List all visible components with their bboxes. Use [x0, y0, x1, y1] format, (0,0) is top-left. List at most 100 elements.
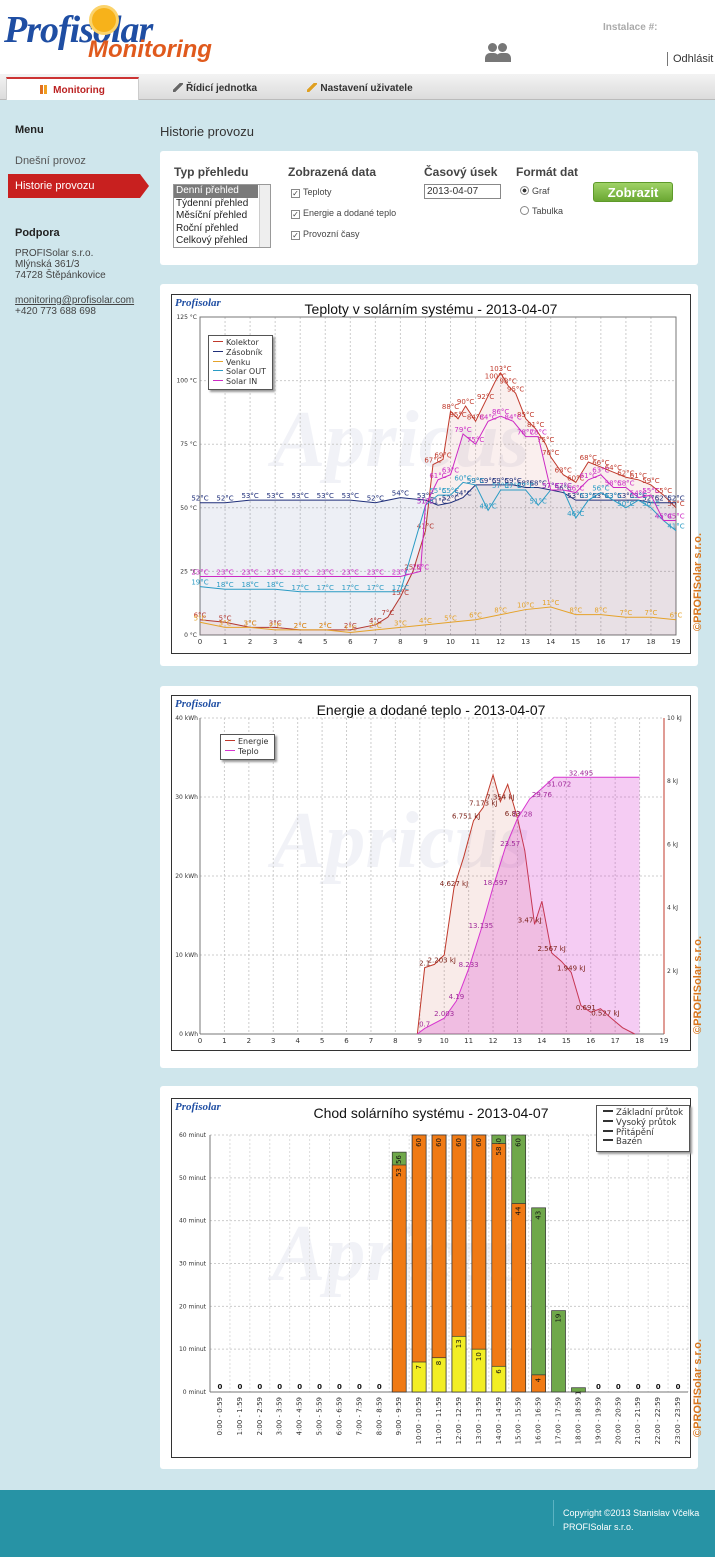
legend-item: Teplo [225, 747, 268, 757]
bar-value-label: 56 [395, 1155, 403, 1164]
x-tick-label: 2 [247, 1037, 251, 1045]
data-label: 75°C [537, 436, 554, 444]
data-label: 2°C [344, 622, 357, 630]
bar-value-label: 0 [218, 1383, 223, 1391]
data-label: 53°C [580, 492, 597, 500]
data-label: 55°C [429, 487, 446, 495]
data-title: Zobrazená data [288, 165, 377, 179]
data-label: 60°C [454, 474, 471, 482]
type-select-scrollbar[interactable] [259, 185, 270, 247]
type-option-total[interactable]: Celkový přehled [176, 235, 248, 246]
bar-value-label: 58 [495, 1147, 503, 1156]
series-line-solar-out [199, 481, 677, 593]
checkbox-checked-icon[interactable]: ✓ [291, 189, 300, 198]
data-label: 7°C [645, 609, 658, 617]
radio-table[interactable]: Tabulka [520, 206, 563, 216]
legend-swatch [213, 341, 223, 342]
checkbox-checked-icon[interactable]: ✓ [291, 210, 300, 219]
legend-item: Vysoký průtok [603, 1118, 683, 1129]
data-label: 84°C [505, 413, 522, 421]
bar-value-label: 0 [237, 1383, 242, 1391]
checkbox-runtimes[interactable]: ✓ Provozní časy [291, 229, 360, 240]
data-label: 5°C [194, 614, 207, 622]
data-label: 52°C [216, 495, 233, 503]
data-label: 81°C [527, 421, 544, 429]
data-label: 55°C [442, 487, 459, 495]
y-tick-label: 125 °C [176, 314, 197, 321]
data-label: 23°C [241, 568, 258, 576]
x-tick-label: 3 [273, 638, 277, 646]
radio-graph[interactable]: Graf [520, 186, 550, 196]
temperature-chart: Profisolar Apricus Teploty v solárním sy… [171, 294, 704, 654]
legend-swatch [603, 1129, 613, 1132]
data-label-heat: 8.233 [459, 961, 479, 969]
legend-item: Základní průtok [603, 1108, 683, 1119]
data-label: 2°C [294, 622, 307, 630]
x-tick-label: 13 [521, 638, 530, 646]
sidebar-item-history[interactable]: Historie provozu [8, 174, 149, 198]
chart-legend: Energie Teplo [220, 734, 276, 760]
x-tick-label: 10:00 - 10:59 [415, 1397, 423, 1444]
data-label: 63°C [442, 467, 459, 475]
data-label: 59°C [642, 477, 659, 485]
checkbox-temperatures[interactable]: ✓ Teploty [291, 187, 332, 198]
x-tick-label: 3 [271, 1037, 275, 1045]
show-button[interactable]: Zobrazit [593, 182, 673, 202]
x-tick-label: 17 [611, 1037, 620, 1045]
data-label: 50°C [642, 500, 659, 508]
bar-value-label: 0 [277, 1383, 282, 1391]
type-option-weekly[interactable]: Týdenní přehled [176, 197, 249, 209]
type-option-monthly[interactable]: Měsíční přehled [176, 210, 248, 221]
x-tick-label: 11 [471, 638, 480, 646]
data-label: 90°C [457, 398, 474, 406]
installation-label: Instalace #: [603, 22, 658, 33]
data-label-heat: 23.57 [500, 840, 520, 848]
y-tick-label: 10 minut [179, 1346, 207, 1353]
bar-value-label: 53 [395, 1168, 403, 1177]
header-separator [667, 52, 668, 66]
x-tick-label: 14:00 - 14:59 [495, 1397, 503, 1444]
radio-selected-icon[interactable] [520, 186, 529, 195]
y-tick-label: 0 kWh [179, 1031, 198, 1038]
legend-swatch [603, 1119, 613, 1122]
legend-swatch [213, 370, 223, 372]
support-email-link[interactable]: monitoring@profisolar.com [15, 295, 135, 306]
data-label: 25°C [412, 563, 429, 571]
sidebar-item-today[interactable]: Dnešní provoz [15, 155, 86, 167]
tab-user-settings[interactable]: Nastavení uživatele [290, 77, 430, 100]
x-tick-label: 11:00 - 11:59 [435, 1397, 443, 1444]
bar-value-label: 8 [435, 1361, 443, 1365]
x-tick-label: 1 [222, 1037, 226, 1045]
legend-label: Teplo [238, 746, 259, 756]
tab-control-unit[interactable]: Řídicí jednotka [150, 77, 280, 100]
type-select[interactable]: Denní přehled Týdenní přehled Měsíční př… [173, 184, 271, 248]
series-line-teplo [417, 776, 640, 1035]
bar-value-label: 60 [435, 1138, 443, 1147]
x-tick-label: 1 [223, 638, 227, 646]
data-label: 50°C [667, 500, 684, 508]
logout-link[interactable]: Odhlásit [673, 53, 714, 65]
checkbox-checked-icon[interactable]: ✓ [291, 231, 300, 240]
date-input[interactable]: 2013-04-07 [424, 184, 501, 199]
data-label: 6°C [670, 612, 683, 620]
series-line-energie [416, 773, 635, 1035]
radio-icon[interactable] [520, 206, 529, 215]
type-title: Typ přehledu [174, 165, 249, 179]
data-label: 3°C [219, 619, 232, 627]
users-icon[interactable] [485, 42, 511, 62]
temperature-panel: Profisolar Apricus Teploty v solárním sy… [160, 284, 704, 666]
bar-2 [471, 1348, 487, 1393]
x-tick-label: 17:00 - 17:59 [555, 1397, 563, 1444]
data-label: 60°C [567, 474, 584, 482]
logo-profisolar[interactable]: Profisolar [4, 9, 153, 51]
data-label: 85°C [517, 411, 534, 419]
tab-monitoring[interactable]: Monitoring [6, 77, 139, 100]
x-tick-label: 11 [464, 1037, 473, 1045]
checkbox-energy[interactable]: ✓ Energie a dodané teplo [291, 208, 397, 219]
x-tick-label: 7 [373, 638, 377, 646]
data-label: 57°C [555, 482, 572, 490]
x-tick-label: 15 [562, 1037, 571, 1045]
type-option-daily[interactable]: Denní přehled [174, 185, 258, 198]
type-option-yearly[interactable]: Roční přehled [176, 222, 239, 234]
